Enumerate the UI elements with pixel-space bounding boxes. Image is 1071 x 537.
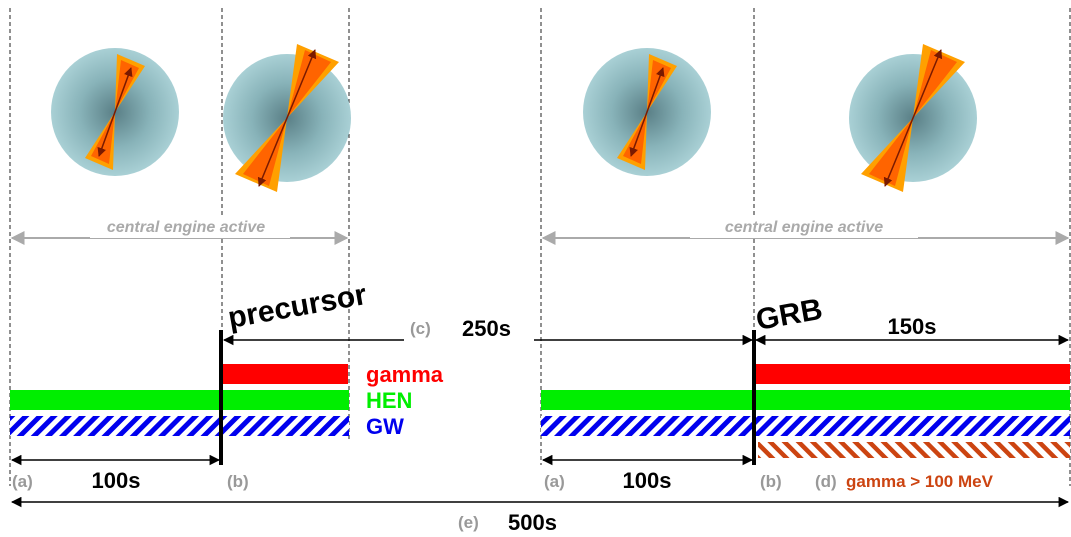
jet-axis: [257, 49, 317, 187]
guide-lines: [9, 8, 1071, 486]
gamma-bar-grb: [755, 364, 1070, 384]
legend-gw: GW: [366, 414, 404, 439]
interval-d-letter: (d): [815, 472, 837, 491]
interval-a1-duration: 100s: [92, 468, 141, 493]
interval-e-letter: (e): [458, 513, 479, 532]
star-jet-large-2: [849, 44, 977, 192]
interval-a2-letter: (a): [544, 472, 565, 491]
gamma-high-energy-label: gamma > 100 MeV: [846, 472, 994, 491]
jet-axis: [97, 67, 133, 157]
interval-b1-letter: (b): [227, 472, 249, 491]
jet-axis: [629, 67, 665, 157]
engine-label-bg: [690, 216, 918, 238]
interval-a1-letter: (a): [12, 472, 33, 491]
legend-gamma: gamma: [366, 362, 444, 387]
interval-c-bg: [404, 316, 534, 342]
engine-label-bg: [90, 216, 290, 238]
interval-c-duration: 250s: [462, 316, 511, 341]
interval-b2-letter: (b): [760, 472, 782, 491]
star-jet-small-1: [51, 48, 179, 176]
gamma-high-energy-bar: [758, 442, 1070, 458]
star-jet-large-1: [223, 44, 351, 192]
interval-a2-duration: 100s: [623, 468, 672, 493]
gw-bar-left: [10, 416, 349, 436]
hen-bar-right: [541, 390, 1070, 410]
grb-duration-bg: [870, 315, 954, 339]
gw-bar-right: [541, 416, 1070, 436]
hen-bar-left: [10, 390, 349, 410]
grb-label: GRB: [753, 293, 824, 337]
engine-active-label-1: central engine active: [107, 219, 265, 236]
engine-active-label-2: central engine active: [725, 219, 883, 236]
interval-c-letter: (c): [410, 319, 431, 338]
grb-duration: 150s: [888, 314, 937, 339]
gamma-bar-precursor: [222, 364, 348, 384]
jet-axis: [883, 49, 943, 187]
star-jet-small-2: [583, 48, 711, 176]
legend-hen: HEN: [366, 388, 412, 413]
precursor-label: precursor: [225, 278, 369, 335]
interval-e-duration: 500s: [508, 510, 557, 535]
